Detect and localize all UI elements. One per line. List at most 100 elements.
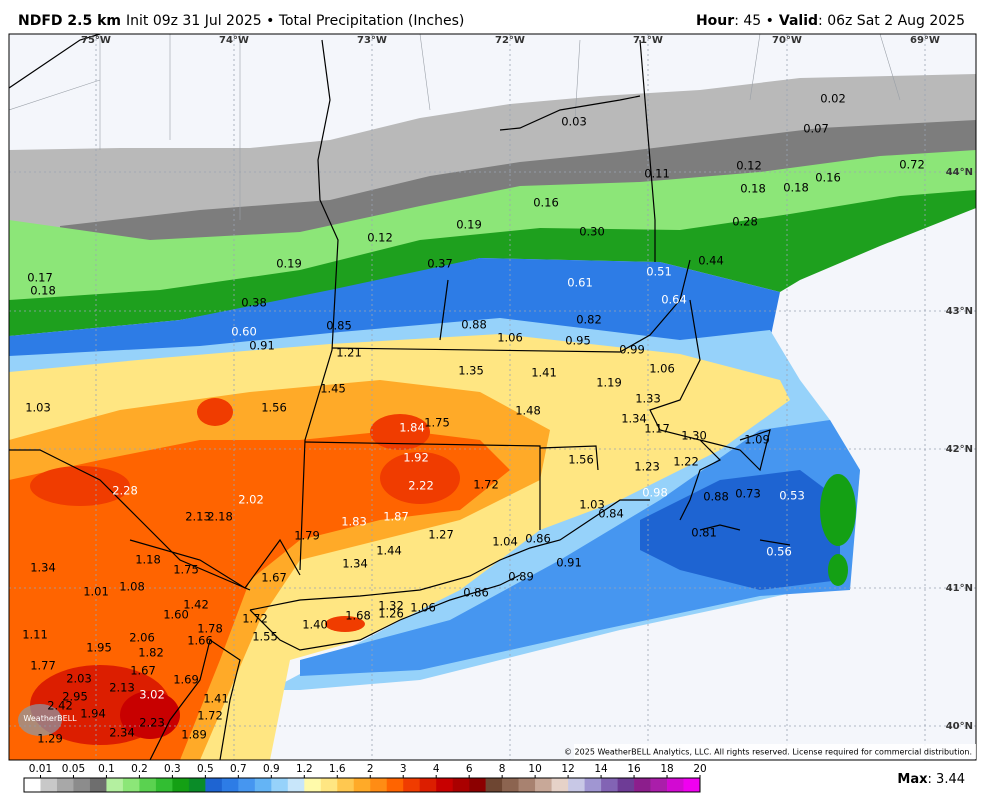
colorbar-tick-label: 0.1: [98, 763, 115, 775]
precip-label: 1.18: [135, 553, 161, 567]
precip-label: 2.23: [139, 716, 165, 730]
colorbar-tick-label: 1.6: [329, 763, 346, 775]
colorbar-swatch: [271, 778, 289, 792]
precip-label: 1.11: [22, 628, 48, 642]
colorbar-tick-label: 6: [466, 763, 473, 775]
valid-label: Valid: [779, 13, 818, 29]
precip-label: 0.98: [642, 486, 668, 500]
precip-label: 1.23: [634, 460, 660, 474]
colorbar-swatch: [337, 778, 355, 792]
latitude-label: 42°N: [946, 444, 973, 455]
colorbar-swatch: [254, 778, 272, 792]
precip-label: 1.42: [183, 598, 209, 612]
precip-label: 0.84: [598, 507, 624, 521]
precip-label: 1.34: [342, 557, 368, 571]
header-valid: Hour: 45 • Valid: 06z Sat 2 Aug 2025: [696, 13, 965, 29]
precip-label: 1.55: [252, 630, 278, 644]
precip-label: 1.94: [80, 707, 106, 721]
precip-label: 0.51: [646, 265, 672, 279]
colorbar-swatch: [650, 778, 668, 792]
colorbar-tick-label: 8: [499, 763, 506, 775]
precip-label: 1.44: [376, 544, 402, 558]
colorbar-tick-label: 0.2: [131, 763, 148, 775]
precip-light-blue: [9, 318, 800, 390]
precip-label: 1.79: [294, 529, 320, 543]
max-text: Max: 3.44: [897, 772, 965, 787]
colorbar-swatch: [584, 778, 602, 792]
colorbar-swatch: [155, 778, 173, 792]
latitude-label: 40°N: [946, 721, 973, 732]
precip-label: 1.72: [197, 709, 223, 723]
precip-label: 0.60: [231, 325, 257, 339]
latitude-label: 44°N: [946, 167, 973, 178]
precip-label: 0.91: [556, 556, 582, 570]
precip-label: 1.89: [181, 728, 207, 742]
colorbar-swatch: [221, 778, 239, 792]
colorbar-tick-label: 0.9: [263, 763, 280, 775]
precip-label: 0.38: [241, 296, 267, 310]
precip-red-spot: [197, 398, 233, 426]
max-label: Max: [897, 772, 928, 787]
precip-label: 1.04: [492, 535, 518, 549]
precip-label: 2.42: [47, 699, 73, 713]
precip-label: 1.84: [399, 421, 425, 435]
precip-label: 1.34: [621, 412, 647, 426]
colorbar-frame: [23, 777, 701, 793]
colorbar-swatch: [502, 778, 519, 792]
precip-label: 0.56: [766, 545, 792, 559]
precip-label: 0.19: [456, 218, 482, 232]
hour-label: Hour: [696, 13, 734, 29]
colorbar-swatch: [172, 778, 190, 792]
precip-label: 0.44: [698, 254, 724, 268]
colorbar-swatch: [634, 778, 651, 792]
precip-label: 1.56: [261, 401, 287, 415]
precip-label: 1.60: [163, 608, 189, 622]
latitude-label: 41°N: [946, 583, 973, 594]
longitude-label: 72°W: [495, 35, 525, 46]
colorbar-tick-label: 0.3: [164, 763, 181, 775]
copyright: © 2025 WeatherBELL Analytics, LLC. All r…: [564, 748, 972, 757]
precip-label: 1.87: [383, 510, 409, 524]
colorbar-swatch: [122, 778, 140, 792]
precip-label: 0.12: [736, 159, 762, 173]
precip-label: 0.89: [508, 570, 534, 584]
colorbar-swatch: [320, 778, 338, 792]
colorbar-swatch: [205, 778, 223, 792]
precip-label: 2.03: [66, 672, 92, 686]
precip-label: 0.95: [565, 334, 591, 348]
precip-red-spot: [120, 691, 180, 739]
precip-green-spot: [820, 474, 856, 546]
precip-label: 1.66: [187, 634, 213, 648]
precip-label: 2.13: [185, 510, 211, 524]
colorbar-tick-label: 0.01: [29, 763, 52, 775]
colorbar-swatch: [518, 778, 536, 792]
precip-label: 1.68: [345, 609, 371, 623]
precip-label: 1.06: [410, 601, 436, 615]
precip-label: 1.33: [635, 392, 661, 406]
precip-label: 0.18: [30, 284, 56, 298]
precip-label: 0.91: [249, 339, 275, 353]
colorbar-swatch: [403, 778, 421, 792]
precip-label: 1.41: [531, 366, 557, 380]
precip-label: 1.29: [37, 732, 63, 746]
colorbar-tick-label: 14: [594, 763, 608, 775]
precip-label: 2.95: [62, 690, 88, 704]
precip-red-spot: [370, 414, 430, 450]
colorbar-swatch: [353, 778, 371, 792]
precip-label: 0.19: [276, 257, 302, 271]
precip-label: 1.82: [138, 646, 164, 660]
colorbar-swatch: [304, 778, 322, 792]
precip-label: 0.53: [779, 489, 805, 503]
longitude-label: 74°W: [219, 35, 249, 46]
longitude-label: 69°W: [910, 35, 940, 46]
map-frame: [8, 33, 977, 761]
precip-label: 0.86: [463, 586, 489, 600]
colorbar-tick-label: 1.2: [296, 763, 313, 775]
valid-value: : 06z Sat 2 Aug 2025: [818, 13, 965, 29]
precip-red-spot: [325, 616, 365, 632]
colorbar-swatch: [419, 778, 437, 792]
precip-label: 1.06: [497, 331, 523, 345]
precip-blue: [9, 258, 780, 372]
precip-label: 0.17: [27, 271, 53, 285]
colorbar-swatch: [683, 778, 701, 792]
